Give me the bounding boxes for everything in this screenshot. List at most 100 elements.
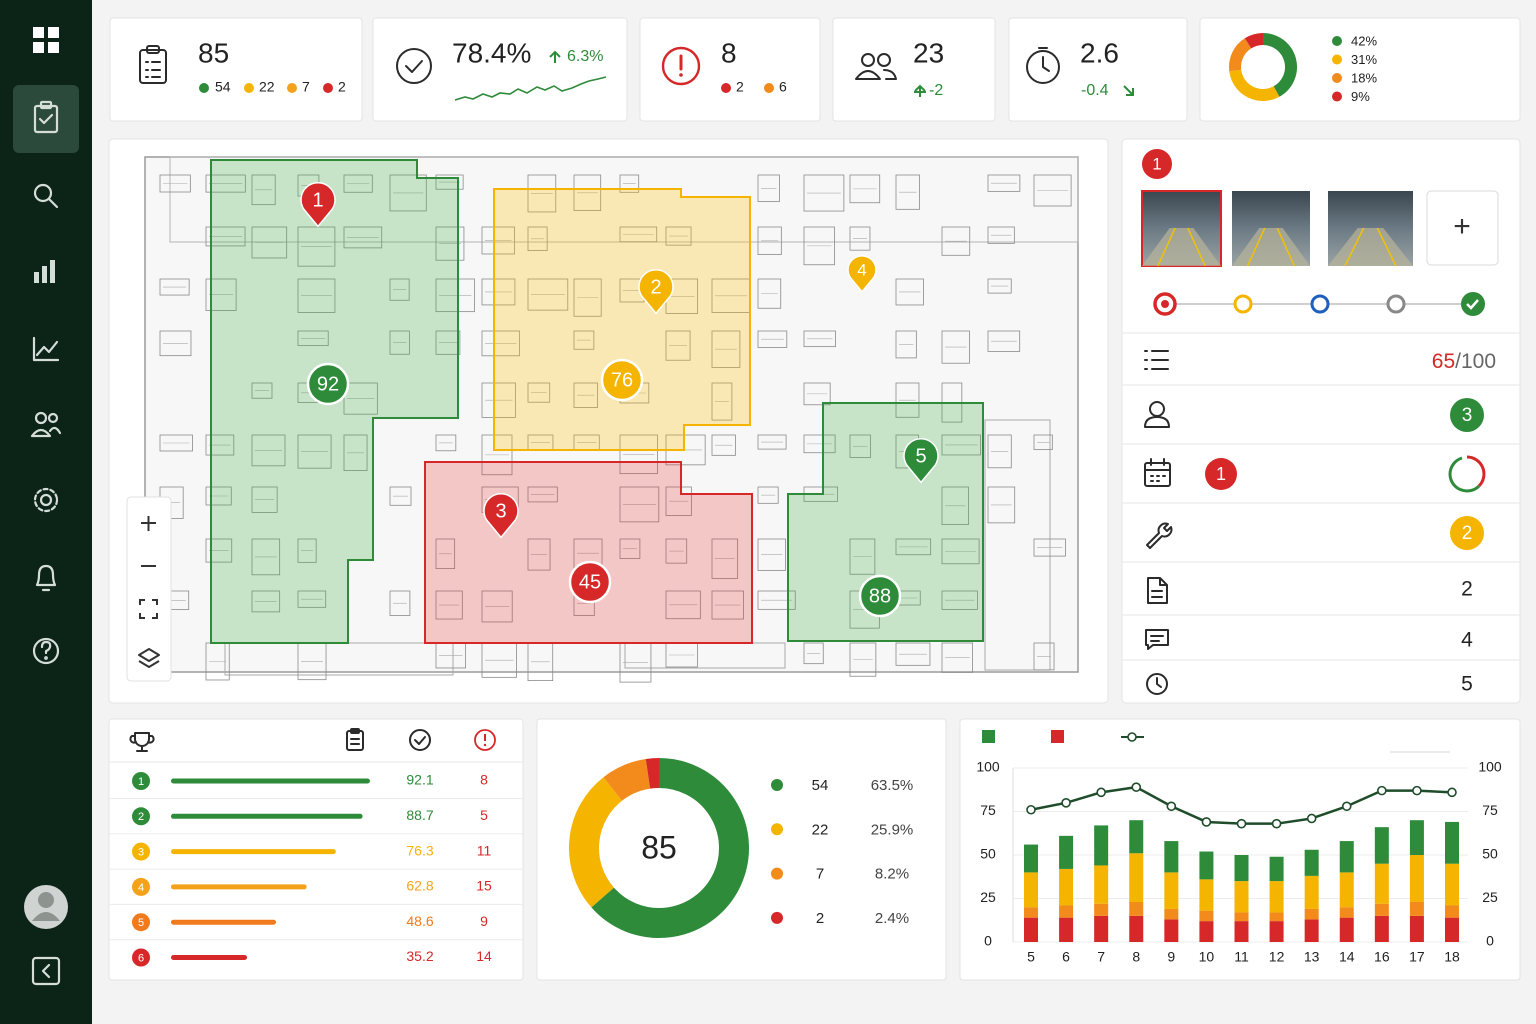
kpi-value: 8 — [721, 37, 737, 68]
fullscreen[interactable] — [139, 599, 158, 619]
y-tick-label: 50 — [980, 846, 996, 862]
nav-home — [48, 42, 59, 53]
step-dot — [1161, 300, 1169, 308]
pin[interactable] — [638, 269, 674, 315]
layers[interactable] — [138, 648, 160, 668]
nav-help[interactable] — [32, 637, 60, 665]
pin[interactable] — [903, 438, 939, 484]
zone-score[interactable]: 76 — [611, 369, 633, 391]
alert-icon — [679, 73, 683, 77]
equipment — [389, 278, 410, 301]
step[interactable] — [1310, 294, 1330, 314]
legend-share: 8.2% — [875, 866, 909, 883]
issues: 14 — [476, 948, 492, 964]
add-label[interactable]: + — [1453, 210, 1471, 243]
zone-score[interactable]: 88 — [869, 585, 891, 607]
kpi-value: 85 — [198, 37, 229, 68]
down-arrow — [1123, 85, 1134, 96]
x-tick-label: 11 — [1234, 949, 1249, 965]
pin-label[interactable]: 4 — [857, 260, 866, 279]
nav-inspections — [33, 104, 59, 134]
pin-label[interactable]: 2 — [650, 276, 661, 298]
equipment — [619, 486, 660, 523]
rank: 3 — [138, 847, 144, 859]
pin[interactable] — [300, 182, 336, 228]
clipboard-icon — [139, 45, 167, 84]
person-icon — [1144, 416, 1170, 428]
pin-label[interactable]: 5 — [915, 445, 926, 467]
donut-chart: 54 63.5% 22 25.9% 7 8.2% 2 2.4% — [569, 758, 913, 938]
bar-segment — [1164, 908, 1179, 920]
zone-score-badge[interactable] — [858, 574, 902, 618]
rank: 6 — [138, 952, 144, 964]
x-tick-label: 12 — [1269, 949, 1285, 965]
equipment — [435, 434, 457, 452]
card — [832, 17, 996, 122]
kpi-change: -0.4 — [1081, 82, 1109, 99]
step[interactable] — [1233, 294, 1253, 314]
equipment — [849, 434, 871, 458]
nav-alerts[interactable] — [35, 564, 57, 592]
equipment — [251, 382, 273, 399]
nav-help — [32, 637, 60, 665]
nav-reports[interactable] — [34, 260, 55, 283]
pin[interactable] — [483, 493, 519, 539]
check-icon — [396, 48, 432, 84]
legend-dot — [1332, 54, 1342, 65]
nav-trends[interactable] — [32, 336, 60, 362]
issues: 11 — [477, 842, 492, 858]
zone-score-badge[interactable] — [306, 362, 350, 406]
bar-segment — [1059, 835, 1074, 869]
nav-home[interactable] — [33, 27, 59, 53]
collapse-button[interactable] — [31, 956, 61, 986]
equipment — [159, 278, 190, 296]
zoom-in[interactable] — [141, 516, 156, 531]
line-marker — [1096, 787, 1106, 798]
clipboard-icon — [350, 738, 360, 745]
kpi-issues: 8 2 6 — [639, 17, 821, 122]
pin[interactable] — [847, 255, 877, 293]
bar-segment — [1445, 917, 1459, 942]
pin-label[interactable]: 3 — [495, 500, 506, 522]
nav-team — [47, 412, 59, 424]
pin-label[interactable]: 1 — [312, 189, 323, 211]
nav-settings[interactable] — [33, 487, 59, 513]
legend-dot — [1332, 73, 1342, 83]
sidebar — [0, 0, 92, 1024]
add-photo[interactable] — [1426, 190, 1499, 266]
bar-segment — [1129, 820, 1144, 854]
score-bar — [171, 778, 370, 784]
people-icon — [877, 53, 891, 67]
ranking-rows: 1 92.1 8 2 88.7 5 3 76.3 11 4 62.8 15 5 48.6 9 6 35.2 14 — [109, 772, 523, 967]
zone-score-badge[interactable] — [568, 560, 612, 604]
bar-segment — [1094, 903, 1109, 916]
photo-lines — [1344, 227, 1397, 267]
y-tick-label: 0 — [984, 933, 992, 949]
score: 92.1 — [406, 772, 433, 788]
x-tick-label: 17 — [1409, 949, 1425, 965]
equipment — [619, 226, 658, 243]
donut-total: 85 — [641, 829, 677, 865]
zone-score-badge[interactable] — [600, 358, 644, 402]
zone[interactable] — [493, 188, 751, 451]
equipment — [757, 590, 796, 610]
kpi-value: 2.6 — [1080, 37, 1119, 68]
issues: 9 — [480, 913, 488, 929]
bar-segment — [1269, 912, 1284, 922]
equipment — [665, 590, 701, 620]
zone-score[interactable]: 45 — [579, 571, 601, 593]
nav-search — [33, 183, 53, 203]
user-avatar[interactable] — [24, 885, 68, 929]
clipboard-icon — [346, 728, 364, 751]
legend-dot — [771, 823, 783, 836]
equipment — [941, 434, 981, 456]
zone-score[interactable]: 92 — [317, 373, 339, 395]
kpi-change: 6.3% — [567, 48, 603, 65]
equipment — [987, 330, 1021, 352]
nav-team[interactable] — [30, 411, 62, 438]
nav-inspections[interactable] — [33, 100, 59, 134]
nav-search[interactable] — [33, 183, 59, 209]
badge — [1205, 458, 1237, 490]
step[interactable] — [1386, 294, 1406, 314]
